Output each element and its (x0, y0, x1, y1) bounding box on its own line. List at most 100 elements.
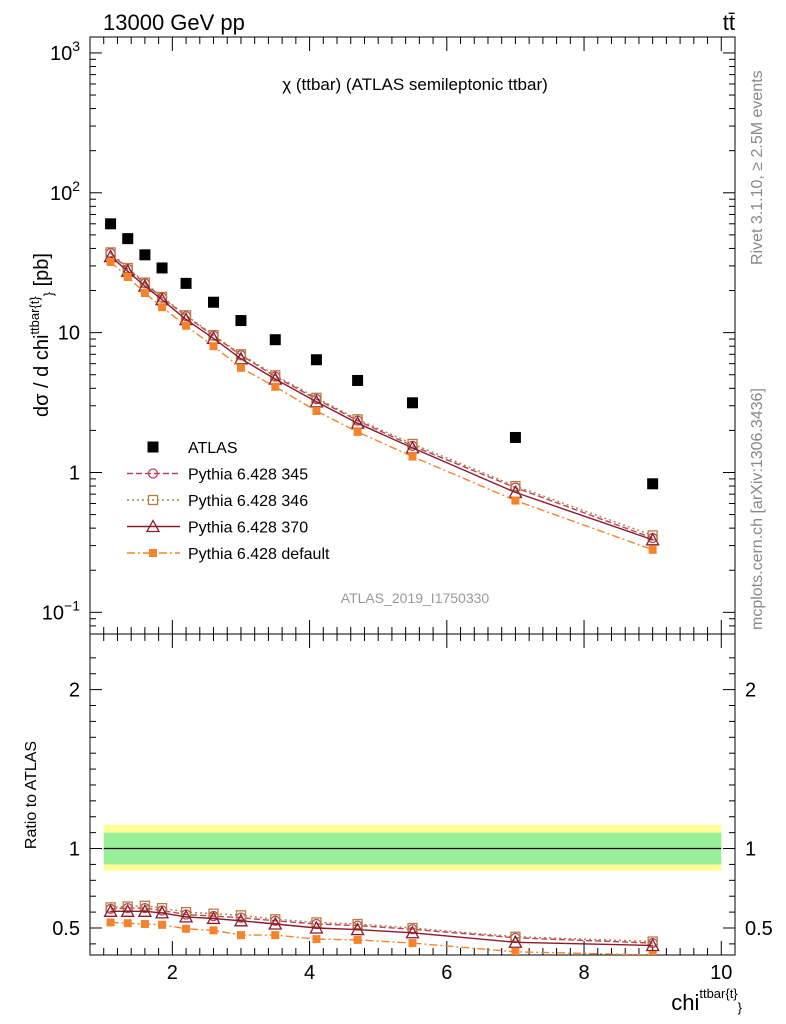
main-series-0-point (235, 315, 247, 327)
main-y-axis-label-main: dσ / d chi (31, 335, 53, 417)
legend-label-3: Pythia 6.428 370 (188, 520, 308, 537)
main-y-tick-label-exp: 2 (72, 178, 80, 194)
ratio-x-tick-label: 2 (167, 962, 178, 984)
main-y-tick-label-base: 1 (69, 462, 80, 484)
ratio-series-3-point (140, 920, 149, 929)
main-series-0-point (180, 277, 192, 289)
legend-marker-4 (149, 549, 157, 557)
ratio-y-axis-label: Ratio to ATLAS (23, 741, 40, 849)
main-y-tick-label: 1 (69, 462, 80, 484)
main-series-2-point (510, 480, 521, 492)
ratio-x-tick-label: 8 (578, 962, 589, 984)
main-y-tick-label-base: 10 (50, 43, 72, 65)
ratio-uncertainty-bands (103, 824, 722, 871)
ratio-series-2-point (309, 920, 324, 934)
main-series-0-point (139, 249, 151, 261)
ratio-series-layer (103, 900, 660, 955)
ratio-series-1-point (139, 900, 151, 911)
ratio-series-3-point (209, 926, 218, 935)
main-series-4-point (158, 303, 167, 312)
legend-marker-2 (147, 494, 159, 506)
legend-marker-3 (145, 519, 161, 533)
x-axis-label: chittbar{t}} (671, 986, 742, 1015)
ratio-series-2-line (110, 910, 653, 947)
ratio-y-tick-label-left: 0.5 (52, 918, 80, 940)
main-x-ticks (103, 37, 722, 634)
main-series-3-point (233, 351, 249, 365)
ratio-series-3-point (312, 935, 321, 944)
ratio-series-3-point (648, 951, 657, 955)
main-y-tick-label-base: 10 (58, 323, 80, 345)
x-axis-label-sup: ttbar{t} (699, 986, 738, 1001)
main-y-axis-label-sup: ttbar{t} (27, 296, 42, 335)
ratio-series-2-point (233, 913, 249, 927)
ratio-series-1-line (110, 904, 653, 943)
main-series-0-point (122, 233, 134, 245)
legend-label-4: Pythia 6.428 default (188, 546, 330, 563)
ratio-series-2-point (178, 909, 194, 923)
main-series-4-point (182, 321, 191, 330)
main-series-4-point (648, 545, 657, 554)
main-panel: χ (ttbar) (ATLAS semileptonic ttbar) ATL… (27, 36, 736, 635)
header-right-label: tt̄ (723, 10, 735, 35)
main-y-axis-label: dσ / d chittbar{t}} [pb] (27, 253, 56, 417)
main-series-4-point (511, 496, 520, 505)
ratio-y-tick-label-left: 1 (69, 839, 80, 861)
main-series-4-point (312, 407, 321, 416)
ratio-series-2-point (137, 903, 152, 917)
main-series-4-point (209, 342, 218, 351)
x-axis-label-sub: } (738, 1000, 743, 1015)
ratio-y-ticks: 0.5 0.5 1 1 2 2 (52, 657, 773, 945)
main-series-0-point (310, 354, 322, 366)
main-series-0-point (509, 431, 521, 443)
ratio-y-tick-label-right: 1 (745, 839, 756, 861)
ratio-y-tick-label-right: 0.5 (745, 918, 773, 940)
main-series-4-point (236, 363, 245, 372)
legend-label-1: Pythia 6.428 345 (188, 467, 308, 484)
main-series-3-point (645, 532, 660, 546)
main-y-tick-label: 10−1 (42, 597, 80, 624)
ratio-x-ticks: 2 4 6 8 10 (103, 634, 732, 984)
main-y-tick-label-base: 10 (50, 183, 72, 205)
legend: ATLAS Pythia 6.428 345 Pythia 6.428 346 Pyt… (127, 440, 330, 563)
main-series-4-point (353, 427, 362, 436)
main-series-0-point (352, 374, 364, 386)
ratio-plot-frame (89, 633, 736, 956)
main-series-3-line (110, 255, 653, 541)
main-y-tick-label-base: 10 (42, 602, 64, 624)
ratio-series-0-line (110, 907, 653, 944)
ratio-series-2-point (268, 916, 283, 930)
legend-marker-0 (147, 441, 159, 453)
ratio-series-2-point (350, 922, 365, 936)
main-y-axis-label-sub: } (41, 291, 56, 296)
x-axis-label-main: chi (671, 990, 699, 1015)
ratio-series-2-point (405, 925, 420, 939)
main-y-tick-label-exp: −1 (64, 597, 80, 613)
ratio-series-2-point (103, 903, 118, 917)
ratio-series-3-point (158, 920, 167, 929)
main-series-4-point (123, 272, 132, 281)
ratio-series-3-point (123, 919, 132, 928)
header-left-label: 13000 GeV pp (103, 10, 245, 35)
ratio-series-1-point (311, 917, 322, 928)
main-series-4-point (271, 382, 280, 391)
legend-label-2: Pythia 6.428 346 (188, 493, 308, 510)
ratio-series-3-point (236, 931, 245, 940)
main-series-0-point (647, 478, 659, 490)
ratio-series-3-point (353, 935, 362, 944)
main-series-4-point (106, 257, 115, 266)
ratio-series-2-point (645, 938, 660, 952)
main-y-tick-label: 10 (58, 323, 80, 345)
main-series-0-point (269, 334, 281, 346)
main-series-layer (103, 218, 660, 554)
main-series-0-point (105, 218, 117, 230)
main-y-axis-label-tail: [pb] (31, 253, 53, 292)
ratio-y-tick-label-left: 2 (69, 680, 80, 702)
ratio-series-1-point (510, 931, 521, 942)
ratio-series-3-point (106, 918, 115, 927)
ratio-y-tick-label-right: 2 (745, 680, 756, 702)
main-series-0-point (407, 397, 418, 409)
ratio-series-2-point (508, 934, 523, 948)
